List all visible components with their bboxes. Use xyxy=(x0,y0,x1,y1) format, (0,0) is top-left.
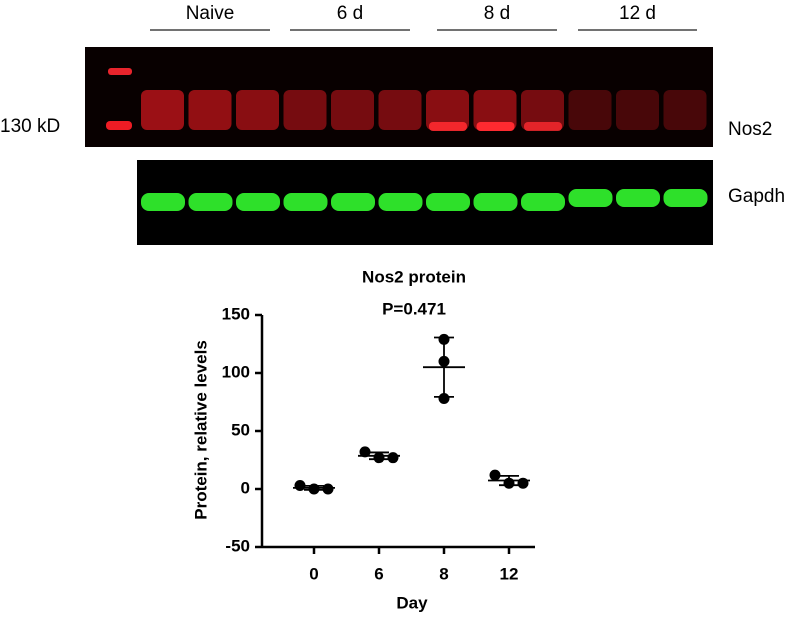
data-point xyxy=(387,452,399,464)
nos2-smear xyxy=(663,90,707,130)
nos2-smear xyxy=(521,90,564,130)
data-point xyxy=(322,483,334,495)
nos2-smear xyxy=(331,90,374,130)
y-tick-label: 100 xyxy=(222,362,250,381)
band-label: Nos2 xyxy=(728,119,772,140)
data-point xyxy=(438,333,450,345)
y-tick-label: 0 xyxy=(241,478,250,497)
marker-label: 130 kD xyxy=(0,116,60,137)
gapdh-band xyxy=(378,193,423,211)
y-tick-label: 150 xyxy=(222,304,250,323)
data-point xyxy=(438,355,450,367)
nos2-smear xyxy=(283,90,327,130)
data-point xyxy=(489,469,501,481)
data-point xyxy=(294,480,306,492)
nos2-band xyxy=(429,122,467,131)
x-tick-label: 8 xyxy=(439,564,448,583)
gapdh-band xyxy=(188,193,233,211)
chart-title: Nos2 protein xyxy=(362,267,466,286)
data-point xyxy=(438,393,450,405)
nos2-smear xyxy=(426,90,469,130)
nos2-smear xyxy=(473,90,517,130)
y-axis-label: Protein, relative levels xyxy=(191,340,210,520)
gapdh-band xyxy=(141,193,185,211)
nos2-smear xyxy=(378,90,422,130)
data-point xyxy=(503,477,515,489)
nos2-band xyxy=(476,122,515,131)
gapdh-band xyxy=(521,193,565,211)
group-label: 6 d xyxy=(337,3,363,24)
x-tick-label: 12 xyxy=(500,564,519,583)
data-point xyxy=(373,452,385,464)
gapdh-band xyxy=(236,193,280,211)
y-tick-label: 50 xyxy=(231,420,250,439)
marker-band xyxy=(106,121,132,130)
nos2-band xyxy=(524,122,562,131)
data-point xyxy=(517,477,529,489)
x-tick-label: 6 xyxy=(374,564,383,583)
gapdh-band xyxy=(616,189,660,207)
group-label: 8 d xyxy=(484,3,510,24)
chart-subtitle: P=0.471 xyxy=(382,299,446,318)
gapdh-band xyxy=(283,193,328,211)
gapdh-band xyxy=(473,193,518,211)
gapdh-band xyxy=(663,189,708,207)
data-point xyxy=(308,483,320,495)
y-tick-label: -50 xyxy=(225,536,250,555)
marker-band xyxy=(108,68,132,75)
x-axis-label: Day xyxy=(396,593,428,612)
gapdh-band xyxy=(568,189,613,207)
band-label: Gapdh xyxy=(728,186,785,207)
data-point xyxy=(359,446,371,458)
gapdh-band xyxy=(426,193,470,211)
nos2-smear xyxy=(141,90,184,130)
group-label: 12 d xyxy=(619,3,656,24)
nos2-smear xyxy=(188,90,232,130)
gapdh-band xyxy=(331,193,375,211)
group-label: Naive xyxy=(186,3,235,24)
nos2-smear xyxy=(616,90,659,130)
x-tick-label: 0 xyxy=(309,564,318,583)
nos2-smear xyxy=(568,90,612,130)
nos2-smear xyxy=(236,90,279,130)
